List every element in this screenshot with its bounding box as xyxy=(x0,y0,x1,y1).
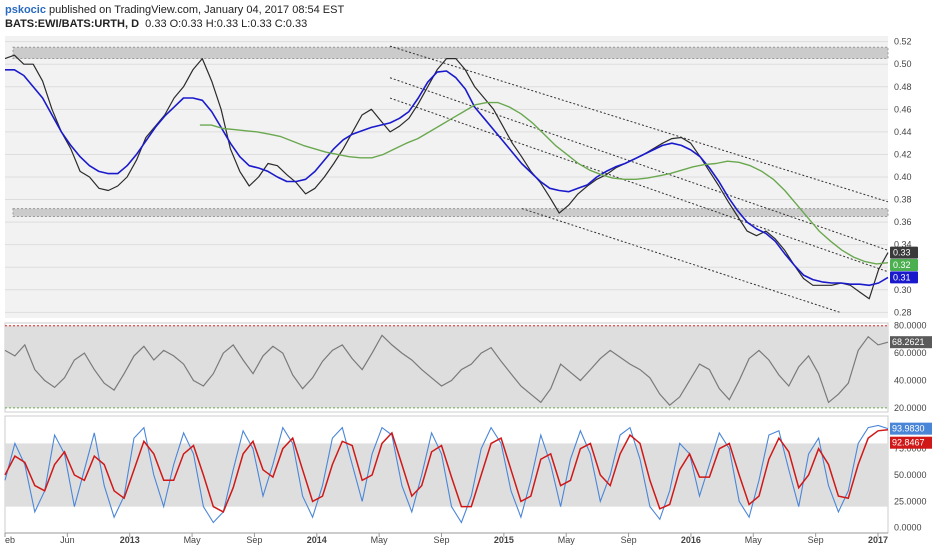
time-tick-label: Sep xyxy=(621,535,637,545)
time-tick-label: Sep xyxy=(246,535,262,545)
rsi-value-badge xyxy=(890,336,932,349)
price-badge-label: 0.31 xyxy=(893,272,911,282)
time-tick-label: eb xyxy=(5,535,15,545)
price-badge-label: 0.32 xyxy=(893,260,911,270)
rsi-tick-label: 60.0000 xyxy=(894,348,927,358)
rsi-tick-label: 80.0000 xyxy=(894,321,927,331)
stoch-d-badge xyxy=(890,436,932,449)
series-price-line xyxy=(4,54,889,300)
price-tick-label: 0.44 xyxy=(894,127,912,137)
time-tick-label: 2017 xyxy=(868,535,888,545)
price-tick-label: 0.30 xyxy=(894,285,912,295)
stoch-tick-label: 50.0000 xyxy=(894,470,927,480)
price-tick-label: 0.28 xyxy=(894,307,912,317)
publish-line: pskocic published on TradingView.com, Ja… xyxy=(5,3,344,17)
time-tick-label: Sep xyxy=(808,535,824,545)
price-tick-label: 0.38 xyxy=(894,195,912,205)
series-ma-fast-line xyxy=(5,69,889,287)
stoch-tick-label: 0.0000 xyxy=(894,523,922,533)
price-badge xyxy=(890,258,918,271)
time-tick-label: 2014 xyxy=(307,535,327,545)
rsi-tick-label: 40.0000 xyxy=(894,376,927,386)
price-tick-label: 0.52 xyxy=(894,37,912,47)
symbol-line: BATS:EWI/BATS:URTH, D 0.33 O:0.33 H:0.33… xyxy=(5,17,344,31)
stoch-k-badge xyxy=(890,422,932,435)
trend-channel-line xyxy=(389,45,889,203)
price-tick-label: 0.42 xyxy=(894,149,912,159)
series-stoch-d-line xyxy=(4,428,889,513)
time-tick-label: May xyxy=(184,535,202,545)
author-link[interactable]: pskocic xyxy=(5,4,46,16)
price-tick-label: 0.36 xyxy=(894,217,912,227)
chart-header: pskocic published on TradingView.com, Ja… xyxy=(5,3,344,31)
time-tick-label: 2016 xyxy=(681,535,701,545)
time-tick-label: Sep xyxy=(433,535,449,545)
series-rsi-line xyxy=(4,334,889,407)
time-tick-label: Jun xyxy=(60,535,75,545)
stoch-d-label: 92.8467 xyxy=(892,438,925,448)
series-stoch-k-line xyxy=(4,424,889,524)
price-tick-label: 0.46 xyxy=(894,104,912,114)
ohlc-values: 0.33 O:0.33 H:0.33 L:0.33 C:0.33 xyxy=(145,18,308,30)
support-resistance-zone xyxy=(12,46,889,60)
stoch-band xyxy=(5,443,888,507)
time-tick-label: 2015 xyxy=(494,535,514,545)
price-tick-label: 0.34 xyxy=(894,240,912,250)
time-tick-label: May xyxy=(558,535,576,545)
stoch-tick-label: 25.0000 xyxy=(894,496,927,506)
price-badge xyxy=(890,271,918,284)
publish-info: published on TradingView.com, January 04… xyxy=(49,4,345,16)
stoch-k-label: 93.9830 xyxy=(892,424,925,434)
time-tick-label: May xyxy=(371,535,389,545)
price-tick-label: 0.40 xyxy=(894,172,912,182)
series-ma-slow-line xyxy=(199,101,889,265)
price-badge xyxy=(890,246,918,259)
price-badge-label: 0.33 xyxy=(893,248,911,258)
price-tick-label: 0.48 xyxy=(894,82,912,92)
rsi-tick-label: 20.0000 xyxy=(894,403,927,413)
rsi-value-label: 68.2621 xyxy=(892,337,925,347)
time-tick-label: May xyxy=(745,535,763,545)
rsi-band xyxy=(5,325,888,408)
price-tick-label: 0.50 xyxy=(894,59,912,69)
symbol-label: BATS:EWI/BATS:URTH, D xyxy=(5,18,140,30)
time-tick-label: 2013 xyxy=(120,535,140,545)
support-resistance-zone xyxy=(12,208,889,217)
